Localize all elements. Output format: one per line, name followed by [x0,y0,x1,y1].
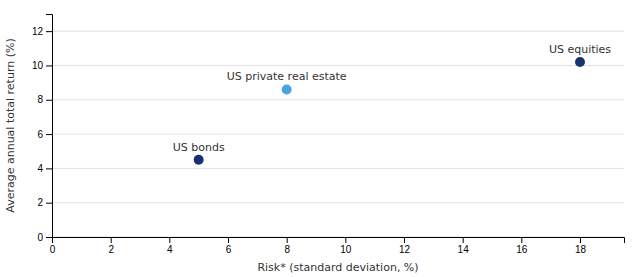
tick-label: 10 [340,244,352,255]
point-label: US equities [549,43,611,56]
tick-mark [46,168,52,169]
grid [52,31,624,237]
grid-line [52,99,624,100]
tick-mark [46,65,52,66]
y-axis-title: Average annual total return (%) [4,38,17,212]
tick: 2 [108,237,114,255]
tick: 10 [32,60,52,71]
point-labels: US bonds US private real estate US equitie… [173,43,612,154]
tick: 0 [50,237,56,255]
tick-label: 2 [108,244,114,255]
tick: 16 [516,237,528,255]
grid-line [52,134,624,135]
tick-label: 8 [37,94,43,105]
tick-label: 6 [37,129,43,140]
tick-label: 10 [32,60,44,71]
grid-line [52,65,624,66]
grid-line [52,168,624,169]
y-axis: 0 2 4 6 8 10 12 [32,15,53,243]
tick-label: 6 [226,244,232,255]
point [194,155,204,165]
plot: 0 2 4 6 8 10 12 14 16 18 0 2 4 6 8 10 12 US bonds US priva… [32,15,625,256]
tick: 4 [167,237,173,255]
tick: 12 [32,26,52,37]
tick: 0 [37,232,52,243]
tick: 6 [226,237,232,255]
point [575,57,585,67]
tick-label: 0 [50,244,56,255]
tick-label: 16 [516,244,528,255]
tick: 12 [399,237,411,255]
grid-line [52,202,624,203]
tick-label: 18 [575,244,587,255]
tick: 8 [37,94,52,105]
tick-mark [111,237,112,243]
tick-mark [345,237,346,243]
x-axis-title: Risk* (standard deviation, %) [257,261,418,274]
tick: 18 [575,237,587,255]
tick-mark [228,237,229,243]
tick-mark [46,31,52,32]
tick: 2 [37,197,52,208]
tick-mark [580,237,581,243]
tick-mark [521,237,522,243]
tick: 14 [458,237,470,255]
axis-line [53,238,625,244]
tick-mark [404,237,405,243]
tick-mark [287,237,288,243]
tick-label: 12 [32,26,44,37]
tick-label: 4 [37,163,43,174]
tick-mark [46,203,52,204]
tick-mark [46,134,52,135]
tick-label: 12 [399,244,411,255]
tick-label: 8 [284,244,290,255]
tick-label: 2 [37,197,43,208]
tick-label: 4 [167,244,173,255]
x-axis: 0 2 4 6 8 10 12 14 16 18 [50,237,625,255]
point-label: US private real estate [227,70,347,83]
tick: 6 [37,129,52,140]
tick: 8 [284,237,290,255]
tick: 4 [37,163,52,174]
tick-label: 14 [458,244,470,255]
tick-mark [46,100,52,101]
grid-line [52,31,624,32]
points [194,57,585,165]
point-label: US bonds [173,141,225,154]
tick-label: 0 [37,232,43,243]
point [282,84,292,94]
chart: 0 2 4 6 8 10 12 14 16 18 0 2 4 6 8 10 12 US bonds US priva… [0,0,640,277]
tick-mark [169,237,170,243]
tick-mark [46,237,52,238]
axis-line [46,15,53,238]
tick-mark [463,237,464,243]
tick: 10 [340,237,352,255]
